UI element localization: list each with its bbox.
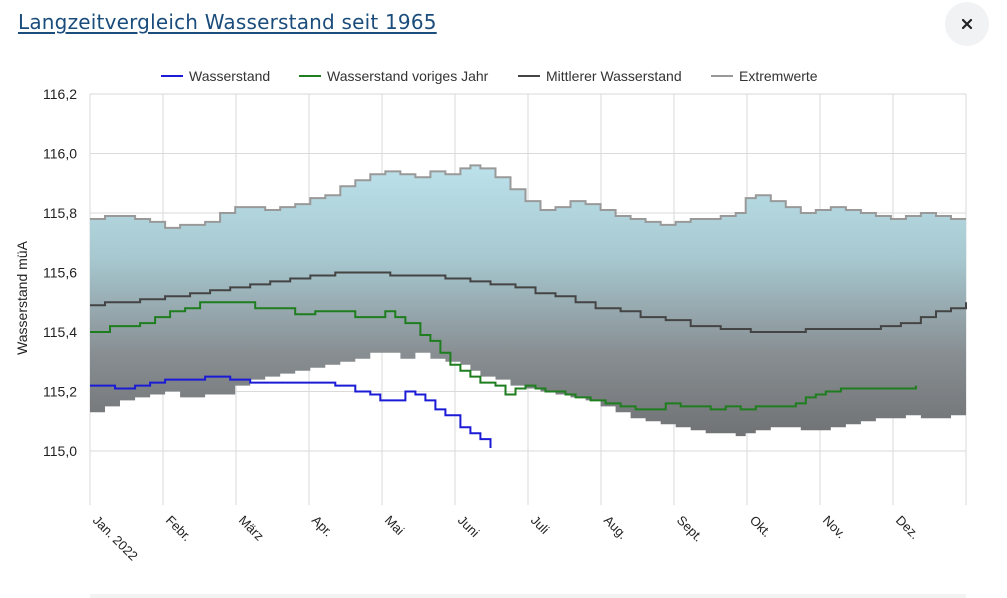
dialog-title: Langzeitvergleich Wasserstand seit 1965 (18, 10, 437, 34)
y-tick-label: 115,2 (43, 384, 77, 400)
y-axis-title: Wasserstand müA (14, 240, 30, 355)
x-tick-label: Sept. (674, 513, 706, 545)
x-tick-label: Jan. 2022 (90, 513, 141, 564)
series-wasserstand-voriges-jahr-line (90, 301, 917, 411)
x-tick-label: Okt. (747, 513, 774, 540)
y-tick-label: 116,0 (43, 146, 77, 162)
legend-label: Wasserstand voriges Jahr (327, 68, 489, 84)
legend-label: Wasserstand (189, 68, 270, 84)
x-tick-label: Aug. (601, 513, 631, 543)
y-tick-label: 116,2 (43, 86, 77, 102)
chart-legend: Wasserstand Wasserstand voriges Jahr Mittl… (161, 68, 818, 84)
x-tick-label: Juni (455, 513, 483, 541)
series-lines (90, 271, 967, 448)
x-tick-label: Mai (382, 513, 407, 538)
close-icon (961, 18, 973, 30)
x-tick-label: Juli (528, 513, 552, 537)
y-tick-label: 115,8 (43, 205, 77, 221)
x-tick-label: Dez. (893, 513, 923, 543)
legend-label: Extremwerte (739, 68, 818, 84)
footer-divider (90, 594, 966, 598)
y-tick-label: 115,4 (43, 324, 77, 340)
close-button[interactable] (945, 2, 989, 46)
x-tick-label: März (236, 513, 267, 544)
y-tick-label: 115,6 (43, 265, 77, 281)
extremes-band (90, 164, 966, 437)
series-mittlerer-wasserstand-line (90, 271, 967, 333)
extremes-band-area (90, 165, 966, 437)
x-tick-label: Nov. (820, 513, 849, 542)
y-axis-ticks: 116,2 116,0 115,8 115,6 115,4 115,2 115,0 (43, 86, 77, 459)
x-tick-label: Febr. (163, 513, 195, 545)
series-wasserstand-line (90, 375, 492, 448)
x-tick-label: Apr. (309, 513, 336, 540)
legend-label: Mittlerer Wasserstand (546, 68, 682, 84)
y-tick-label: 115,0 (43, 443, 77, 459)
x-axis-ticks: Jan. 2022 Febr. März Apr. Mai Juni Juli Aug. Sep… (90, 513, 923, 564)
extremes-upper-line (90, 164, 966, 229)
